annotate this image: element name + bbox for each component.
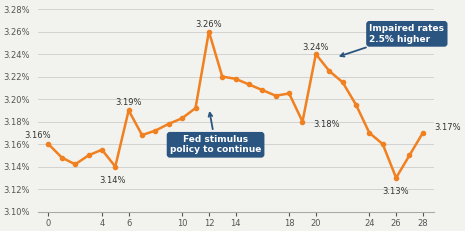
- Text: 3.19%: 3.19%: [115, 97, 142, 106]
- Text: 3.13%: 3.13%: [383, 187, 409, 196]
- Text: 3.17%: 3.17%: [434, 123, 460, 132]
- Text: 3.14%: 3.14%: [99, 176, 126, 185]
- Text: Fed stimulus
policy to continue: Fed stimulus policy to continue: [170, 113, 261, 155]
- Text: 3.18%: 3.18%: [313, 120, 340, 129]
- Text: 3.26%: 3.26%: [196, 20, 222, 29]
- Text: 3.24%: 3.24%: [303, 43, 329, 52]
- Text: 3.16%: 3.16%: [24, 131, 51, 140]
- Text: Impaired rates
2.5% higher: Impaired rates 2.5% higher: [340, 24, 445, 57]
